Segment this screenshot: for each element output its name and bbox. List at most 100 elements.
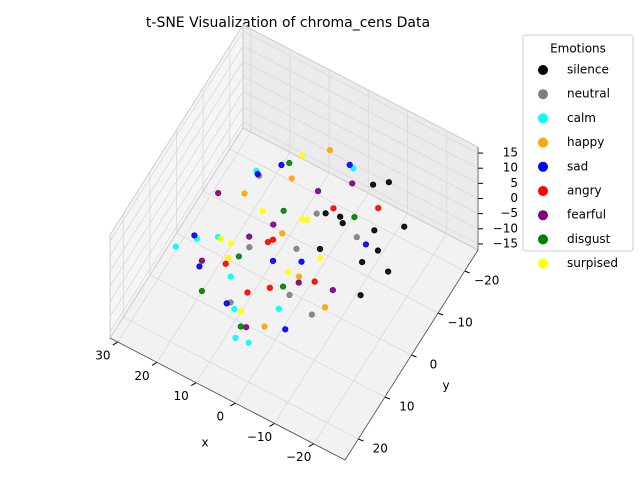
- legend-marker: [538, 89, 548, 100]
- grid-line: [242, 60, 479, 184]
- point: [198, 287, 206, 295]
- legend-marker: [538, 210, 548, 221]
- point: [371, 227, 378, 234]
- y-axis-label: y: [442, 379, 449, 393]
- point: [316, 254, 324, 262]
- point: [299, 152, 306, 159]
- grid-line: [149, 274, 386, 398]
- point: [346, 161, 353, 169]
- point: [235, 253, 242, 260]
- point: [288, 175, 295, 182]
- point: [401, 223, 408, 230]
- point: [286, 291, 293, 299]
- y-tick-label: −10: [447, 316, 472, 330]
- z-tick-label: 15: [503, 146, 518, 160]
- point: [278, 161, 285, 169]
- grid-line: [242, 76, 479, 199]
- point: [326, 147, 334, 154]
- point: [321, 304, 329, 311]
- point: [329, 287, 336, 294]
- point: [353, 234, 360, 241]
- point: [314, 187, 322, 195]
- point: [279, 283, 287, 290]
- x-tick-label: 0: [217, 410, 225, 424]
- y-tick-label: 0: [430, 358, 438, 372]
- point: [339, 220, 346, 227]
- point: [198, 257, 206, 264]
- point: [337, 213, 344, 220]
- point: [266, 284, 274, 291]
- grid-line: [242, 91, 479, 215]
- grid-line: [176, 232, 412, 356]
- y-tick-label: −20: [474, 274, 499, 288]
- grid-line: [242, 30, 479, 154]
- axis-line: [344, 249, 479, 461]
- y-tick: [411, 354, 417, 358]
- grid-line: [123, 316, 359, 440]
- point: [362, 241, 370, 248]
- legend-marker: [538, 137, 548, 148]
- z-tick-label: 5: [510, 176, 518, 190]
- x-tick-label: −20: [286, 450, 311, 464]
- grid-line: [242, 45, 479, 169]
- x-tick: [308, 443, 314, 448]
- x-tick: [151, 361, 158, 366]
- point: [217, 235, 224, 242]
- legend-marker: [538, 234, 548, 245]
- grid-line: [109, 121, 244, 333]
- point: [222, 260, 229, 267]
- point: [304, 216, 311, 224]
- point: [246, 233, 253, 240]
- x-tick-label: 30: [95, 349, 110, 363]
- point: [225, 255, 232, 262]
- y-tick-label: 20: [373, 442, 388, 456]
- point: [246, 244, 253, 251]
- point: [269, 257, 277, 265]
- point: [264, 238, 272, 246]
- point: [369, 181, 377, 188]
- grid-line: [229, 148, 465, 272]
- legend-marker: [538, 258, 548, 269]
- point: [172, 243, 179, 250]
- point: [385, 268, 392, 275]
- legend-label: neutral: [567, 87, 610, 101]
- x-tick-label: 20: [134, 369, 149, 383]
- point: [351, 214, 358, 221]
- point: [299, 216, 306, 223]
- point: [241, 190, 248, 197]
- grid-line: [109, 30, 244, 242]
- x-tick: [269, 422, 275, 427]
- point: [231, 305, 238, 313]
- point: [349, 180, 356, 187]
- point: [280, 207, 287, 214]
- z-tick-label: −15: [493, 236, 518, 250]
- x-tick-label: −10: [247, 430, 272, 444]
- point: [357, 292, 364, 299]
- axis-line: [109, 337, 346, 461]
- point: [295, 279, 302, 286]
- point: [227, 240, 235, 247]
- point: [245, 339, 252, 346]
- legend-label: happy: [567, 135, 604, 149]
- legend-marker: [538, 65, 548, 75]
- legend-marker: [538, 113, 548, 124]
- legend-label: calm: [567, 111, 596, 125]
- legend-label: sad: [567, 159, 588, 173]
- y-tick: [437, 312, 444, 316]
- legend-box: [522, 34, 634, 252]
- legend-marker: [538, 186, 548, 196]
- point: [270, 221, 277, 228]
- point: [298, 258, 305, 265]
- point: [350, 165, 357, 172]
- point: [316, 245, 324, 253]
- point: [295, 273, 303, 280]
- legend-label: angry: [567, 184, 602, 198]
- point: [215, 189, 222, 197]
- grid-line: [109, 91, 244, 302]
- point: [322, 210, 329, 217]
- point: [286, 159, 293, 167]
- y-tick: [384, 396, 391, 400]
- x-tick: [190, 382, 197, 387]
- legend-label: silence: [567, 63, 609, 77]
